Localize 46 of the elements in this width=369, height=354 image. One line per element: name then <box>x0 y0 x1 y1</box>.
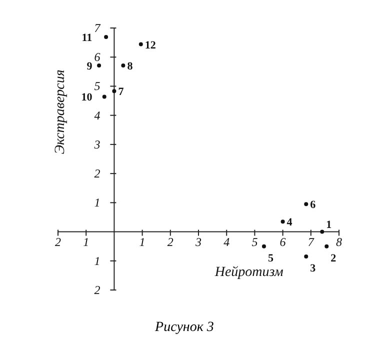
x-tick-label: 1 <box>139 234 146 249</box>
y-tick-label: 4 <box>94 108 100 122</box>
y-tick-label: 1 <box>94 196 100 210</box>
x-axis-title: Нейротизм <box>214 264 284 280</box>
x-tick-label: 2 <box>55 234 61 249</box>
x-tick-label: 6 <box>280 234 286 249</box>
annotation: 8 <box>127 60 134 73</box>
x-tick-label: 1 <box>83 234 90 249</box>
x-tick-label: 4 <box>224 234 230 249</box>
point <box>97 64 102 68</box>
point <box>102 94 106 99</box>
annotation: 4 <box>286 216 293 229</box>
annotation: 12 <box>144 39 156 52</box>
point <box>112 89 116 94</box>
annotation: 9 <box>86 60 93 73</box>
x-tick-label: 7 <box>308 234 315 249</box>
x-tick-label: 8 <box>336 234 342 249</box>
annotation: 10 <box>81 92 93 104</box>
x-tick-label: 5 <box>252 234 258 249</box>
y-tick-label: 2 <box>94 166 100 181</box>
y-tick-label: 5 <box>94 79 100 94</box>
y-tick-label: 1 <box>94 254 100 268</box>
y-axis-title: Экстраверсия <box>53 70 68 154</box>
point <box>262 244 266 248</box>
point <box>304 254 308 259</box>
annotation: 1 <box>326 218 332 231</box>
annotation: 6 <box>310 199 316 212</box>
annotation: 7 <box>118 86 124 98</box>
point <box>320 230 324 234</box>
point <box>324 244 329 248</box>
point <box>138 42 143 46</box>
x-tick-label: 3 <box>194 234 202 249</box>
point <box>280 220 285 224</box>
x-tick-label: 2 <box>167 234 174 249</box>
annotation: 5 <box>268 252 274 264</box>
y-tick-label: 7 <box>94 21 102 35</box>
y-tick-label: 6 <box>94 50 100 64</box>
annotation: 2 <box>330 252 337 264</box>
annotation: 11 <box>82 32 92 44</box>
annotation: 3 <box>310 262 316 275</box>
y-tick-label: 2 <box>94 283 100 297</box>
y-tick-label: 3 <box>93 137 100 152</box>
point <box>104 35 108 40</box>
text: Рисунок 3 <box>154 320 215 336</box>
point <box>121 64 126 68</box>
point <box>304 202 308 206</box>
